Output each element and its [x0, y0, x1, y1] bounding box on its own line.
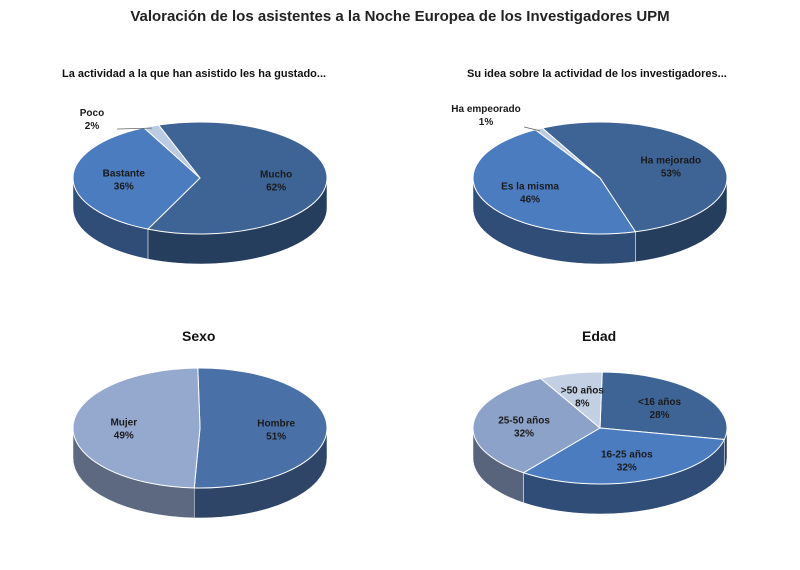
- pie-slice-2: [142, 124, 201, 179]
- slice-value-2: 1%: [479, 117, 494, 128]
- slice-label-1: Mujer: [110, 417, 137, 428]
- chart-title: Su idea sobre la actividad de los invest…: [467, 68, 727, 80]
- slice-label-1: 16-25 años: [601, 449, 653, 460]
- slice-label-3: >50 años: [561, 385, 605, 396]
- pie-slice-1: [72, 127, 201, 230]
- slice-label-2: Ha empeorado: [451, 104, 520, 115]
- pie-chart: Mucho 62% Bastante 36% Poco 2%: [72, 108, 328, 265]
- pie-chart: Ha mejorado 53% Es la misma 46% Ha empeorado…: [451, 104, 728, 265]
- slice-label-0: <16 años: [638, 397, 682, 408]
- slice-value-1: 49%: [114, 430, 134, 441]
- chart-idea: Su idea sobre la actividad de los invest…: [400, 40, 800, 310]
- page-title: Valoración de los asistentes a la Noche …: [130, 8, 670, 25]
- pie-slice-0: [146, 121, 328, 235]
- slice-value-0: 62%: [266, 183, 286, 194]
- pie-slice-3: [539, 371, 603, 430]
- pie-slice-1: [72, 367, 201, 489]
- chart-title: Edad: [582, 328, 617, 344]
- pie-slice-0: [541, 121, 728, 233]
- slice-value-3: 8%: [575, 398, 590, 409]
- pie-slice-0: [599, 371, 728, 440]
- pie-slice-1: [472, 129, 637, 235]
- slice-label-0: Ha mejorado: [641, 156, 702, 167]
- chart-title: La actividad a la que han asistido les h…: [62, 68, 327, 80]
- slice-label-1: Es la misma: [501, 181, 559, 192]
- chart-sexo: Sexo Hombre 51% Mujer 49%: [0, 300, 400, 570]
- slice-label-1: Bastante: [103, 169, 146, 180]
- pie-slice-0: [193, 367, 328, 489]
- leader-line-2: [116, 127, 152, 130]
- chart-gustado: La actividad a la que han asistido les h…: [0, 40, 400, 310]
- pie-chart: Hombre 51% Mujer 49%: [72, 367, 328, 519]
- slice-label-0: Hombre: [257, 419, 295, 430]
- chart-edad: Edad <16 años 28% 16-25 años 32% 25-50 años 3…: [400, 300, 800, 570]
- slice-value-2: 32%: [514, 428, 534, 439]
- slice-value-0: 53%: [661, 169, 681, 180]
- slice-label-2: 25-50 años: [498, 415, 550, 426]
- slice-value-1: 32%: [617, 462, 637, 473]
- leader-line-2: [523, 126, 540, 132]
- pie-slice-1: [522, 427, 726, 485]
- slice-value-1: 36%: [114, 182, 134, 193]
- chart-title: Sexo: [182, 328, 216, 344]
- slice-value-1: 46%: [520, 194, 540, 205]
- slice-value-0: 51%: [266, 432, 286, 443]
- slice-value-2: 2%: [85, 121, 100, 132]
- slice-label-0: Mucho: [260, 170, 292, 181]
- pie-chart: <16 años 28% 16-25 años 32% 25-50 años 32% >50…: [472, 371, 728, 515]
- slice-value-0: 28%: [650, 410, 670, 421]
- slice-label-2: Poco: [80, 108, 104, 119]
